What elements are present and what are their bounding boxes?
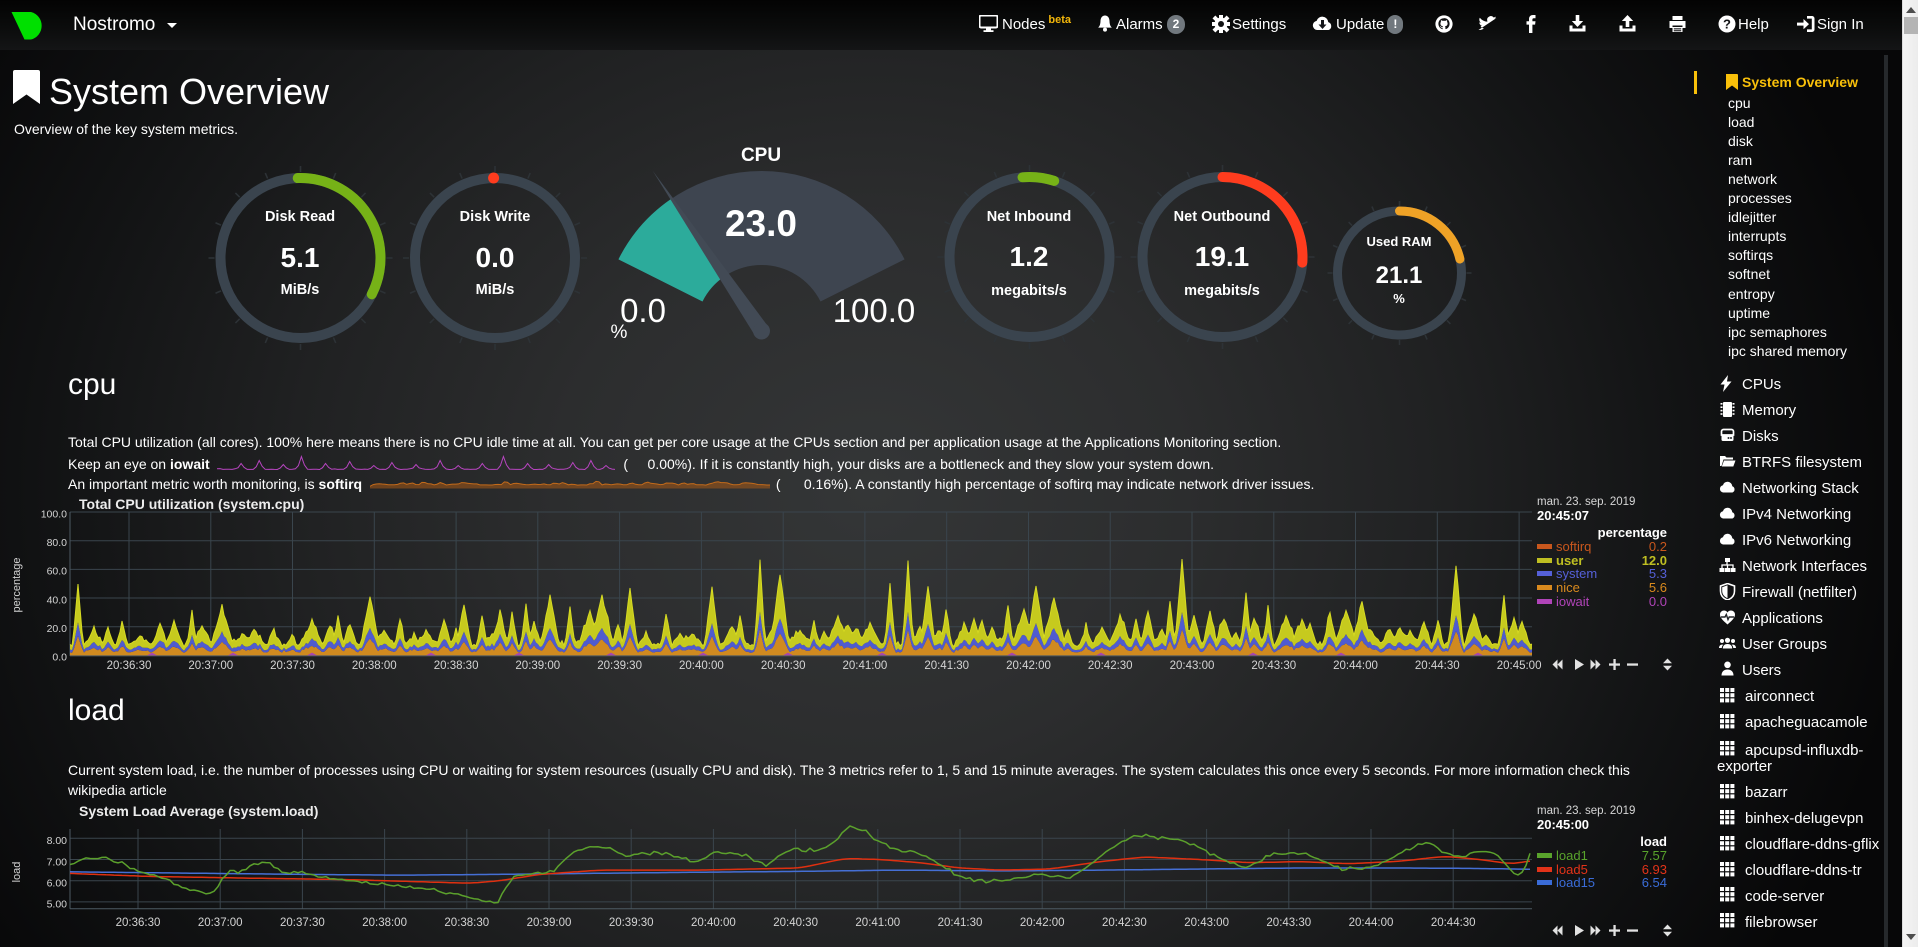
- svg-text:80.0: 80.0: [47, 537, 68, 549]
- svg-text:20:40:00: 20:40:00: [691, 917, 736, 929]
- svg-text:20:40:30: 20:40:30: [761, 660, 806, 672]
- svg-text:20:43:00: 20:43:00: [1170, 660, 1215, 672]
- svg-text:20.0: 20.0: [47, 623, 68, 635]
- svg-text:40.0: 40.0: [47, 594, 68, 606]
- svg-text:20:43:30: 20:43:30: [1266, 917, 1311, 929]
- svg-text:60.0: 60.0: [47, 566, 68, 578]
- svg-text:20:42:00: 20:42:00: [1020, 917, 1065, 929]
- svg-text:load: load: [11, 862, 23, 883]
- svg-text:20:42:30: 20:42:30: [1102, 917, 1147, 929]
- svg-text:20:38:00: 20:38:00: [352, 660, 397, 672]
- svg-text:20:44:00: 20:44:00: [1349, 917, 1394, 929]
- svg-text:20:42:00: 20:42:00: [1006, 660, 1051, 672]
- svg-text:20:37:00: 20:37:00: [188, 660, 233, 672]
- svg-text:20:44:00: 20:44:00: [1333, 660, 1378, 672]
- svg-text:20:37:30: 20:37:30: [270, 660, 315, 672]
- svg-text:8.00: 8.00: [47, 835, 68, 847]
- svg-text:20:44:30: 20:44:30: [1431, 917, 1476, 929]
- svg-text:20:41:30: 20:41:30: [924, 660, 969, 672]
- svg-text:20:41:00: 20:41:00: [855, 917, 900, 929]
- svg-text:20:37:30: 20:37:30: [280, 917, 325, 929]
- svg-text:20:39:00: 20:39:00: [527, 917, 572, 929]
- svg-text:20:38:30: 20:38:30: [434, 660, 479, 672]
- svg-text:20:39:00: 20:39:00: [515, 660, 560, 672]
- svg-text:20:45:00: 20:45:00: [1497, 660, 1542, 672]
- svg-text:20:42:30: 20:42:30: [1088, 660, 1133, 672]
- svg-text:20:39:30: 20:39:30: [597, 660, 642, 672]
- svg-text:20:36:30: 20:36:30: [116, 917, 161, 929]
- svg-text:20:40:00: 20:40:00: [679, 660, 724, 672]
- svg-text:0.0: 0.0: [52, 652, 67, 664]
- svg-text:6.00: 6.00: [47, 878, 68, 890]
- svg-text:percentage: percentage: [11, 557, 23, 612]
- svg-text:20:39:30: 20:39:30: [609, 917, 654, 929]
- svg-text:20:36:30: 20:36:30: [107, 660, 152, 672]
- svg-text:20:41:00: 20:41:00: [843, 660, 888, 672]
- svg-text:20:41:30: 20:41:30: [938, 917, 983, 929]
- svg-text:20:38:00: 20:38:00: [362, 917, 407, 929]
- svg-text:?: ?: [1723, 16, 1731, 31]
- svg-text:20:43:00: 20:43:00: [1184, 917, 1229, 929]
- svg-text:20:43:30: 20:43:30: [1251, 660, 1296, 672]
- svg-text:100.0: 100.0: [41, 508, 67, 520]
- svg-text:5.00: 5.00: [47, 899, 68, 911]
- svg-text:7.00: 7.00: [47, 856, 68, 868]
- svg-text:20:40:30: 20:40:30: [773, 917, 818, 929]
- svg-text:20:38:30: 20:38:30: [444, 917, 489, 929]
- svg-text:20:37:00: 20:37:00: [198, 917, 243, 929]
- svg-text:20:44:30: 20:44:30: [1415, 660, 1460, 672]
